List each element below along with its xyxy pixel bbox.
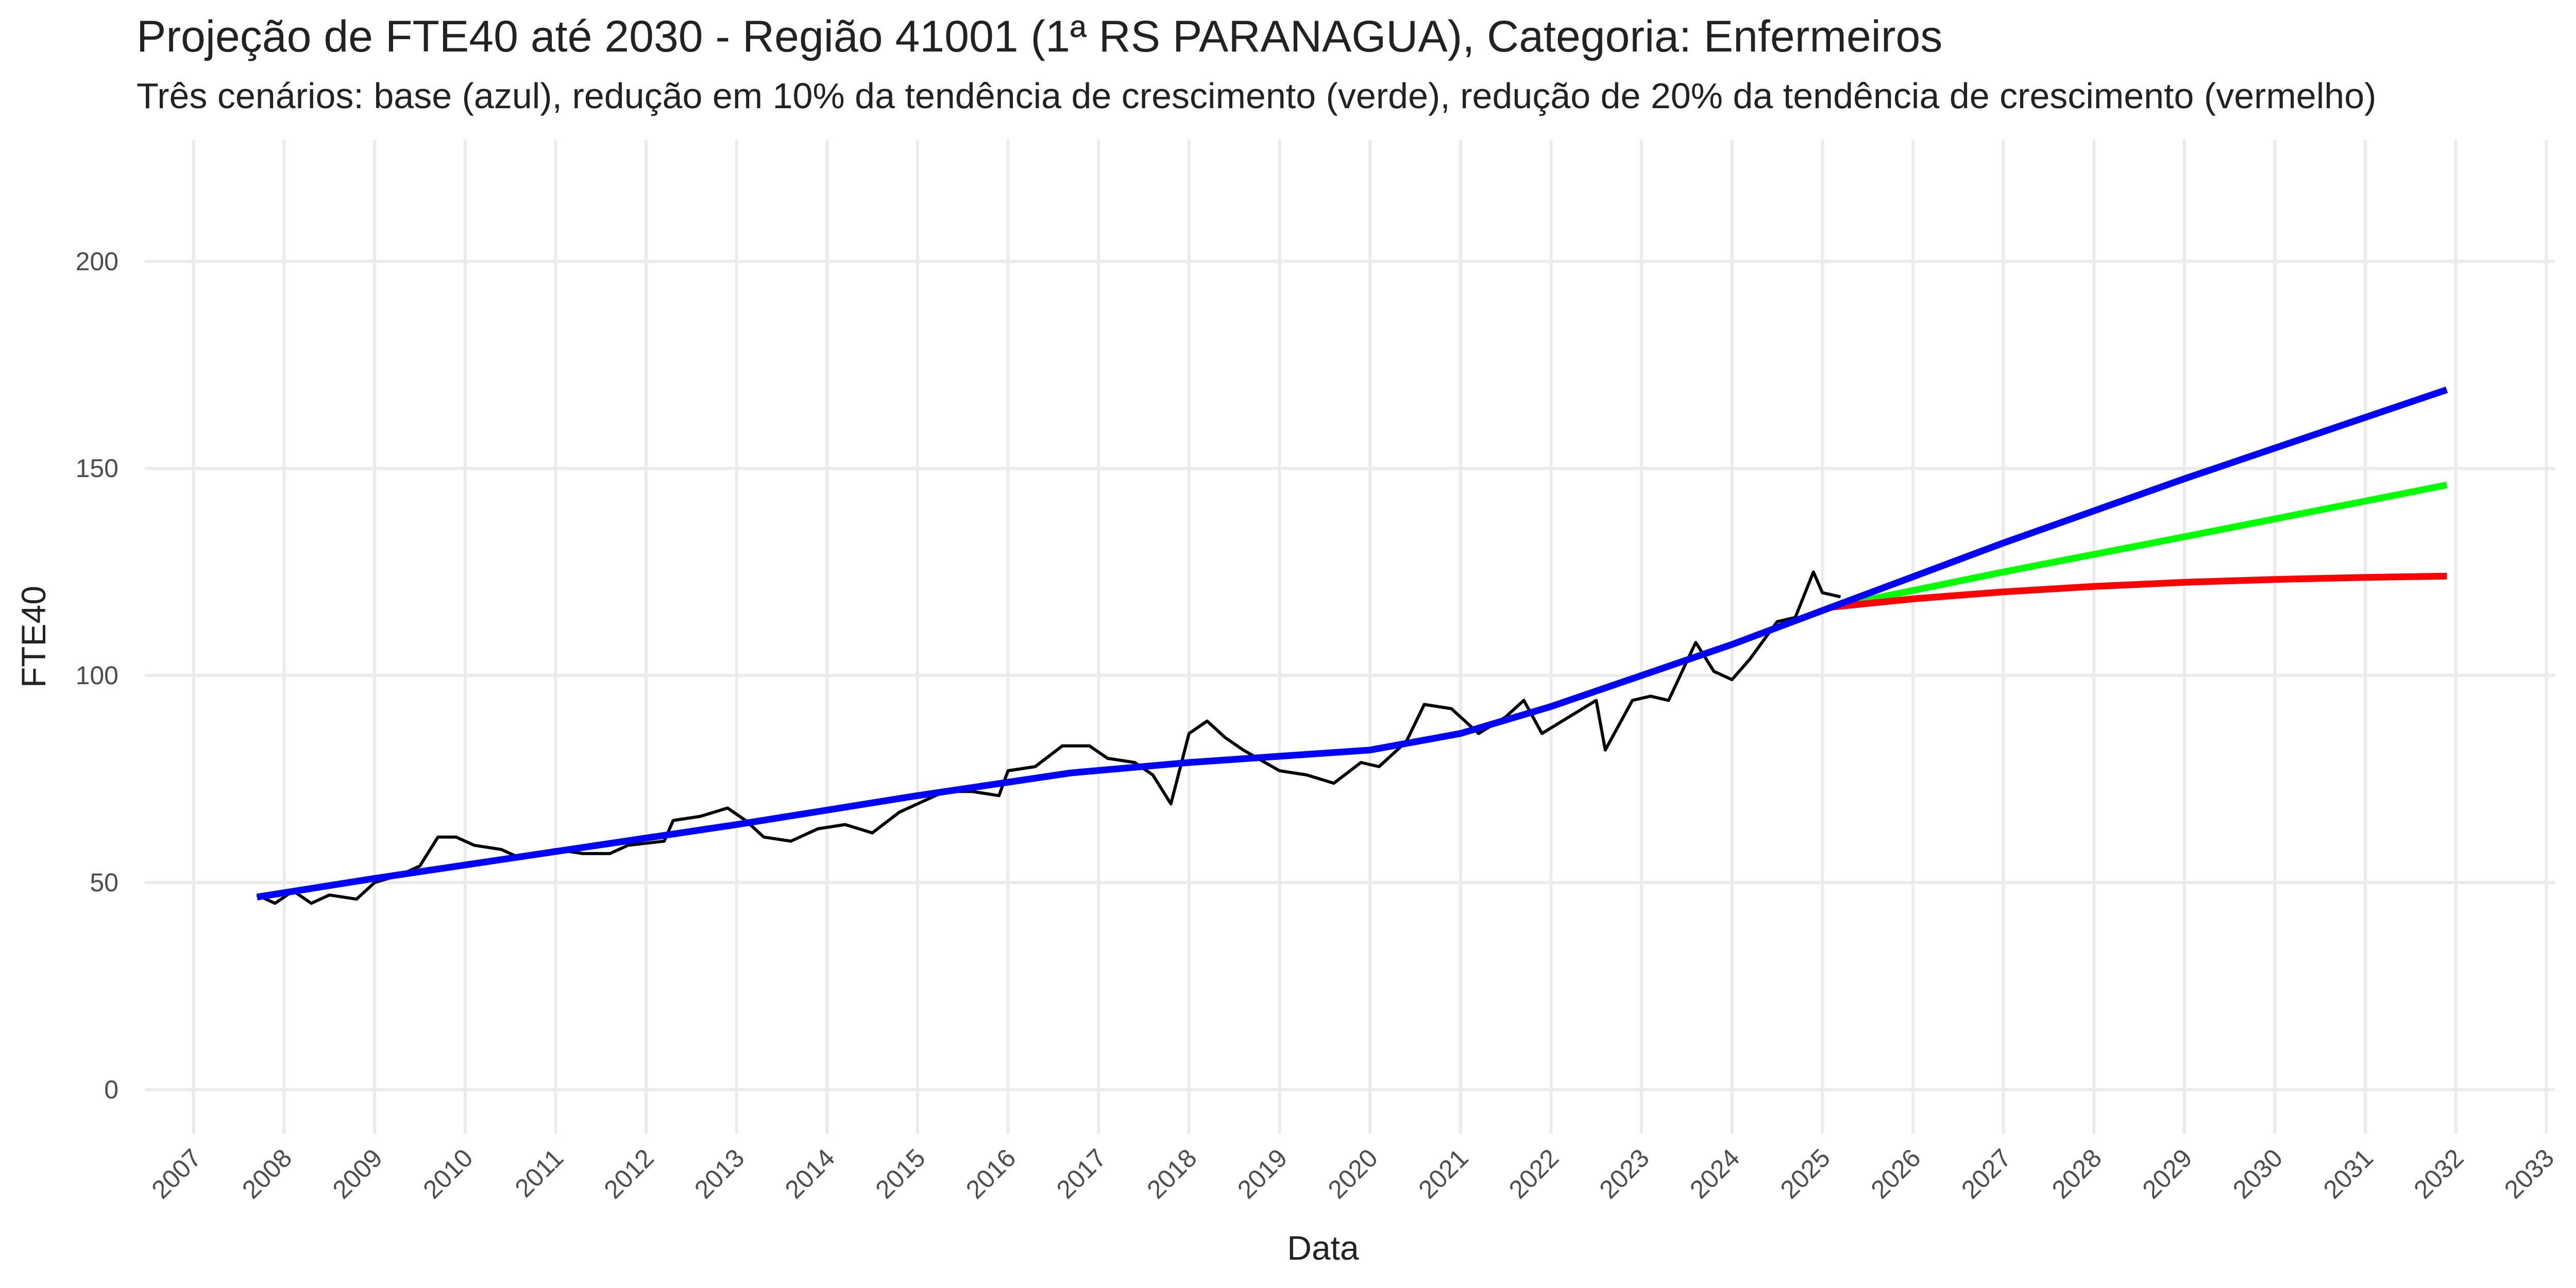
y-tick-label: 50	[90, 868, 118, 897]
plot-area	[256, 386, 2448, 905]
chart-title: Projeção de FTE40 até 2030 - Região 4100…	[137, 12, 1942, 61]
x-axis-title: Data	[1287, 1229, 1359, 1267]
y-tick-label: 150	[76, 454, 118, 483]
series-line	[1831, 482, 2448, 611]
y-axis-title: FTE40	[14, 586, 53, 688]
series-line	[256, 570, 1841, 905]
series-line	[1831, 572, 2447, 611]
grid	[145, 140, 2555, 1134]
chart-subtitle: Três cenários: base (azul), redução em 1…	[137, 76, 2376, 116]
y-tick-label: 100	[76, 661, 118, 690]
y-tick-label: 0	[104, 1075, 118, 1104]
series-line	[256, 386, 2448, 901]
y-tick-label: 200	[76, 247, 118, 276]
